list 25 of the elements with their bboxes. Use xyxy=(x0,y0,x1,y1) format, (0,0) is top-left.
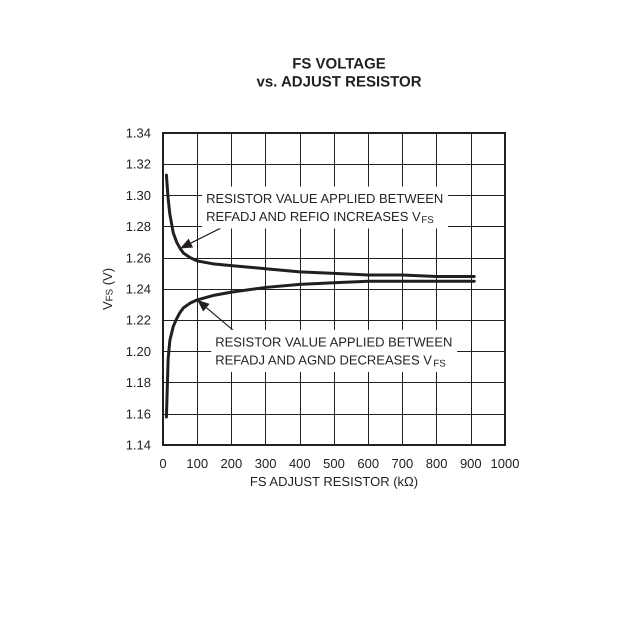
y-tick-label: 1.18 xyxy=(126,375,151,390)
y-tick-label: 1.14 xyxy=(126,438,151,452)
y-tick-label: 1.20 xyxy=(126,344,151,359)
y-axis-title: VFS (V) xyxy=(100,268,116,310)
x-tick-label: 700 xyxy=(392,456,414,471)
y-tick-label: 1.22 xyxy=(126,312,151,328)
y-tick-label: 1.26 xyxy=(126,250,151,266)
x-tick-label: 600 xyxy=(357,456,380,471)
chart-title: FS VOLTAGE vs. ADJUST RESISTOR xyxy=(256,56,422,90)
y-tick-label: 1.28 xyxy=(126,219,151,234)
x-tick-label: 300 xyxy=(254,456,276,471)
x-tick-label: 900 xyxy=(460,456,482,471)
x-axis-title: FS ADJUST RESISTOR (kΩ) xyxy=(250,474,418,489)
x-tick-label: 1000 xyxy=(490,456,520,471)
y-tick-label: 1.24 xyxy=(126,282,151,296)
x-tick-label: 400 xyxy=(288,456,311,471)
y-tick-label: 1.30 xyxy=(126,188,151,203)
y-tick-label: 1.34 xyxy=(126,126,151,140)
y-tick-label: 1.32 xyxy=(126,156,151,172)
x-tick-label: 200 xyxy=(220,456,242,471)
x-tick-label: 0 xyxy=(159,456,167,471)
x-tick-label: 800 xyxy=(426,456,448,471)
x-tick-label: 500 xyxy=(323,456,345,471)
x-tick-label: 100 xyxy=(186,456,208,471)
y-tick-label: 1.16 xyxy=(126,406,151,422)
